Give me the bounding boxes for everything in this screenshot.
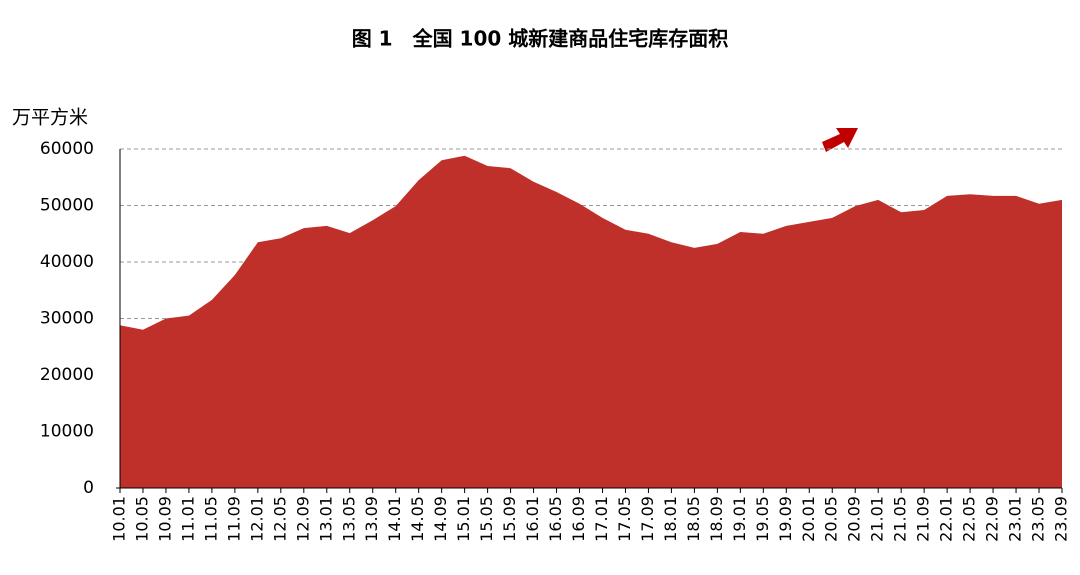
y-tick-label: 10000 — [40, 422, 94, 442]
x-tick-label: 17.09 — [638, 496, 657, 542]
x-tick-label: 12.05 — [270, 496, 289, 542]
x-tick-label: 23.01 — [1006, 496, 1025, 542]
x-tick-label: 10.05 — [132, 496, 151, 542]
x-tick-label: 20.05 — [822, 496, 841, 542]
x-tick-label: 19.01 — [730, 496, 749, 542]
x-tick-label: 11.05 — [201, 496, 220, 542]
x-tick-label: 22.09 — [983, 496, 1002, 542]
y-tick-label: 60000 — [40, 139, 94, 159]
x-tick-label: 15.01 — [454, 496, 473, 542]
x-tick-label: 22.05 — [960, 496, 979, 542]
x-tick-label: 12.09 — [293, 496, 312, 542]
arrow-annotation — [822, 128, 858, 152]
x-tick-label: 20.09 — [845, 496, 864, 542]
x-tick-label: 22.01 — [937, 496, 956, 542]
x-tick-label: 13.05 — [339, 496, 358, 542]
x-tick-label: 21.09 — [914, 496, 933, 542]
x-tick-label: 18.09 — [707, 496, 726, 542]
x-tick-label: 15.09 — [500, 496, 519, 542]
x-tick-label: 14.09 — [431, 496, 450, 542]
x-tick-label: 14.01 — [385, 496, 404, 542]
x-tick-label: 23.05 — [1029, 496, 1048, 542]
x-tick-label: 16.05 — [546, 496, 565, 542]
x-tick-label: 11.09 — [224, 496, 243, 542]
x-tick-label: 13.09 — [362, 496, 381, 542]
x-tick-label: 18.01 — [661, 496, 680, 542]
x-tick-label: 20.01 — [799, 496, 818, 542]
y-axis-unit: 万平方米 — [12, 107, 88, 129]
x-tick-label: 17.01 — [592, 496, 611, 542]
x-tick-label: 14.05 — [408, 496, 427, 542]
x-tick-label: 19.05 — [753, 496, 772, 542]
x-tick-label: 21.01 — [868, 496, 887, 542]
x-tick-label: 11.01 — [178, 496, 197, 542]
y-tick-label: 0 — [83, 478, 94, 498]
x-tick-label: 16.01 — [523, 496, 542, 542]
area — [120, 155, 1062, 488]
x-tick-label: 13.01 — [316, 496, 335, 542]
y-tick-label: 20000 — [40, 365, 94, 385]
y-tick-label: 50000 — [40, 196, 94, 216]
x-tick-label: 23.09 — [1052, 496, 1071, 542]
x-tick-label: 15.05 — [477, 496, 496, 542]
x-tick-label: 18.05 — [684, 496, 703, 542]
x-tick-label: 17.05 — [615, 496, 634, 542]
x-tick-label: 10.01 — [110, 496, 129, 542]
x-tick-label: 10.09 — [155, 496, 174, 542]
x-tick-label: 19.09 — [776, 496, 795, 542]
y-tick-label: 40000 — [40, 252, 94, 272]
y-tick-label: 30000 — [40, 309, 94, 329]
chart-title: 图 1 全国 100 城新建商品住宅库存面积 — [352, 27, 729, 51]
x-tick-label: 12.01 — [247, 496, 266, 542]
x-tick-label: 16.09 — [569, 496, 588, 542]
x-tick-label: 21.05 — [891, 496, 910, 542]
